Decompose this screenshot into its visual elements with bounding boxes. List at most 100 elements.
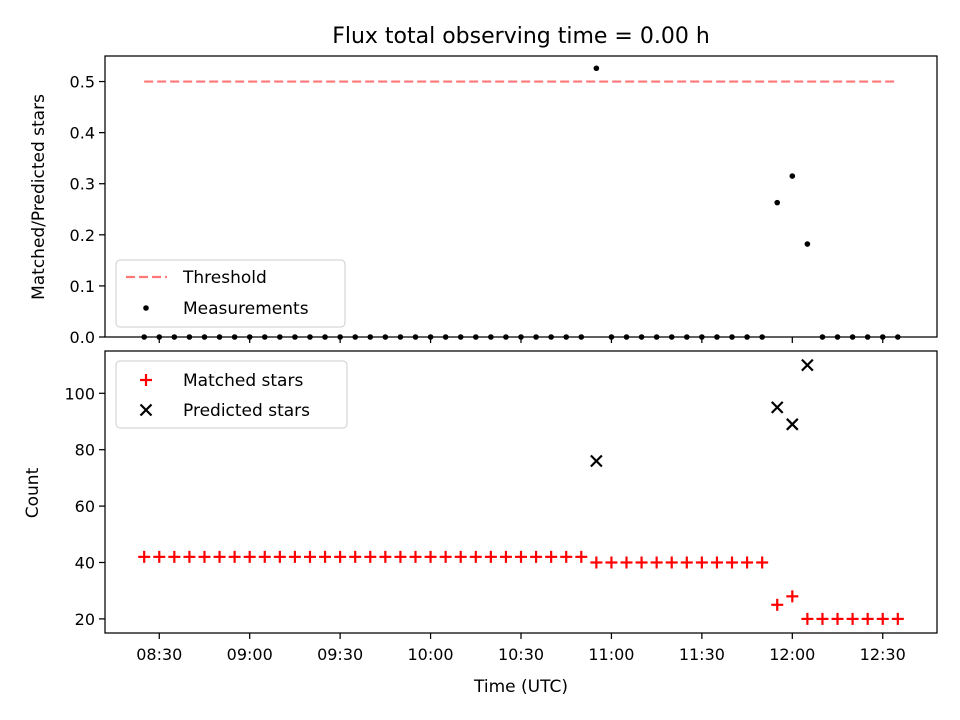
x-tick-label: 10:30 <box>498 645 544 664</box>
bottom-y-tick-label: 80 <box>75 441 95 460</box>
matched-star-point <box>530 550 543 563</box>
x-axis-label: Time (UTC) <box>473 677 568 697</box>
measurement-point <box>774 199 781 206</box>
matched-star-point <box>424 550 437 563</box>
bottom-y-tick-label: 20 <box>75 610 95 629</box>
predicted-star-point <box>786 418 799 431</box>
chart-title: Flux total observing time = 0.00 h <box>332 24 710 49</box>
matched-star-point <box>319 550 332 563</box>
matched-star-point <box>138 550 151 563</box>
legend-threshold-label: Threshold <box>182 268 267 288</box>
predicted-star-point <box>590 454 603 468</box>
x-tick-label: 09:00 <box>227 645 273 664</box>
legend-measurements-label: Measurements <box>183 299 309 319</box>
x-tick-label: 12:00 <box>769 645 815 664</box>
top-y-tick-label: 0.3 <box>70 175 95 194</box>
predicted-star-point <box>770 401 784 414</box>
matched-star-point <box>394 550 407 563</box>
top-y-tick-label: 0.5 <box>70 73 95 92</box>
matched-star-point <box>861 612 874 625</box>
matched-star-point <box>379 550 392 563</box>
matched-star-point <box>439 550 452 563</box>
bottom-y-ticks: 20 40 60 80 100 <box>64 384 105 629</box>
bottom-legend-box <box>115 360 348 429</box>
matched-star-point <box>846 612 859 625</box>
bottom-y-tick-label: 100 <box>64 384 95 403</box>
bottom-plot-marks <box>138 358 904 625</box>
matched-star-point <box>258 550 271 563</box>
matched-star-point <box>710 556 723 569</box>
top-y-tick-label: 0.0 <box>70 328 95 347</box>
measurement-point <box>593 65 600 72</box>
bottom-y-axis-label: Count <box>23 467 43 518</box>
top-y-tick-label: 0.2 <box>70 226 95 245</box>
matched-star-point <box>469 550 482 563</box>
matched-star-point <box>831 612 844 625</box>
matched-star-point <box>801 612 814 625</box>
measurement-point <box>789 173 796 179</box>
matched-star-point <box>620 556 633 569</box>
top-axes-frame <box>104 55 938 338</box>
matched-star-point <box>273 550 286 563</box>
x-tick-label: 10:00 <box>408 645 454 664</box>
legend-predicted-swatch <box>139 403 153 417</box>
matched-star-point <box>228 550 241 563</box>
top-y-tick-label: 0.4 <box>70 124 95 143</box>
top-y-tick-label: 0.1 <box>70 277 95 296</box>
x-tick-label: 11:30 <box>679 645 725 664</box>
top-panel: Flux total observing time = 0.00 h Match… <box>29 24 938 347</box>
bottom-y-tick-label: 40 <box>75 554 95 573</box>
matched-star-point <box>303 550 316 563</box>
matched-star-point <box>590 556 603 569</box>
predicted-star-point <box>801 358 814 372</box>
measurement-point <box>804 241 811 247</box>
matched-star-point <box>605 556 618 569</box>
matched-star-point <box>665 556 678 569</box>
x-tick-label: 12:30 <box>860 645 906 664</box>
matched-star-point <box>454 550 467 563</box>
matched-star-point <box>891 612 904 625</box>
top-y-axis-label: Matched/Predicted stars <box>29 94 49 300</box>
matched-star-point <box>695 556 708 569</box>
bottom-axes-frame <box>104 350 938 634</box>
legend-measurements-swatch <box>143 305 149 311</box>
bottom-x-ticks: 08:30 09:00 09:30 10:00 10:30 11:00 11:30 12:00… <box>136 633 906 664</box>
matched-star-point <box>484 550 497 563</box>
matched-star-point <box>183 550 196 563</box>
bottom-legend: Matched stars Predicted stars <box>115 360 348 429</box>
matched-star-point <box>515 550 527 563</box>
matched-star-point <box>726 556 739 569</box>
legend-matched-label: Matched stars <box>183 371 303 391</box>
matched-star-point <box>635 556 648 569</box>
legend-matched-swatch <box>140 374 152 386</box>
matched-star-point <box>364 550 377 563</box>
matched-star-point <box>153 550 166 563</box>
matched-star-point <box>545 550 558 563</box>
matched-star-point <box>288 550 301 563</box>
top-legend-items: Threshold Measurements <box>126 268 309 319</box>
matched-star-point <box>243 550 256 563</box>
matched-star-point <box>168 550 181 563</box>
top-legend-box <box>115 259 346 328</box>
top-y-ticks: 0.0 0.1 0.2 0.3 0.4 0.5 <box>70 73 105 347</box>
matched-star-point <box>771 598 784 611</box>
matched-star-point <box>756 556 769 569</box>
legend-predicted-label: Predicted stars <box>183 401 310 421</box>
bottom-legend-items: Matched stars Predicted stars <box>139 371 310 421</box>
matched-star-point <box>334 550 347 563</box>
matched-star-point <box>680 556 693 569</box>
matched-star-point <box>816 612 829 625</box>
matched-star-point <box>876 612 889 625</box>
x-tick-label: 08:30 <box>136 645 182 664</box>
bottom-y-tick-label: 60 <box>75 497 95 516</box>
x-tick-label: 09:30 <box>317 645 363 664</box>
matched-star-point <box>650 556 663 569</box>
x-tick-label: 11:00 <box>588 645 634 664</box>
matched-star-point <box>213 550 226 563</box>
matched-star-point <box>575 550 588 563</box>
matched-star-point <box>409 550 422 563</box>
matched-star-point <box>349 550 362 563</box>
